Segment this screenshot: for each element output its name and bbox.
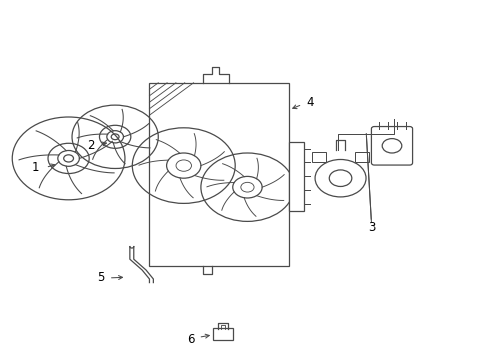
- FancyBboxPatch shape: [213, 328, 233, 340]
- FancyBboxPatch shape: [312, 152, 326, 162]
- Text: 2: 2: [87, 139, 95, 152]
- Text: 1: 1: [32, 161, 40, 174]
- FancyBboxPatch shape: [371, 127, 413, 165]
- FancyBboxPatch shape: [289, 141, 304, 211]
- FancyBboxPatch shape: [149, 83, 289, 266]
- Text: 3: 3: [368, 221, 375, 234]
- FancyBboxPatch shape: [355, 152, 369, 162]
- Text: 5: 5: [97, 271, 104, 284]
- Text: 6: 6: [187, 333, 195, 346]
- Text: 4: 4: [306, 96, 314, 109]
